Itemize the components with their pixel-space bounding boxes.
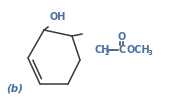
Text: OH: OH	[50, 12, 66, 22]
Text: (b): (b)	[6, 83, 23, 93]
Text: O: O	[118, 32, 126, 42]
Text: OCH: OCH	[127, 45, 151, 55]
Text: C: C	[118, 45, 126, 55]
Text: 3: 3	[148, 49, 153, 55]
Text: 2: 2	[105, 49, 110, 55]
Text: CH: CH	[95, 45, 110, 55]
